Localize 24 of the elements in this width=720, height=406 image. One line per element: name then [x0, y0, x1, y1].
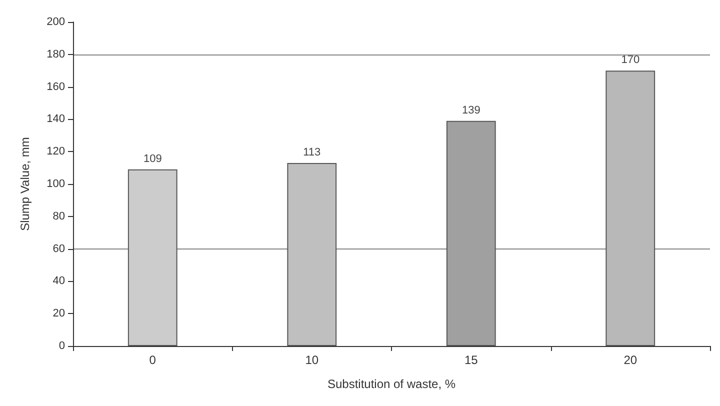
data-label: 109 [143, 152, 162, 165]
y-tick-label: 120 [46, 146, 65, 158]
data-label: 170 [621, 54, 640, 66]
x-tick-label: 20 [624, 353, 638, 367]
y-axis-title: Slump Value, mm [18, 137, 32, 231]
data-label: 113 [303, 146, 321, 158]
x-axis-title: Substitution of waste, % [327, 377, 456, 391]
bar [287, 162, 337, 346]
y-tick-label: 200 [46, 16, 65, 28]
bar [606, 70, 656, 346]
y-tick-label: 0 [58, 340, 65, 352]
y-tick-label: 40 [52, 275, 65, 288]
x-tick-label: 15 [464, 353, 478, 367]
x-tick-label: 10 [305, 353, 319, 367]
data-label: 139 [462, 104, 480, 116]
x-tick-label: 0 [149, 353, 156, 367]
y-tick-label: 20 [52, 308, 65, 320]
y-tick-label: 100 [46, 178, 65, 190]
y-tick-label: 160 [46, 80, 65, 93]
y-tick-label: 180 [46, 48, 65, 60]
bar [128, 169, 178, 346]
y-tick-label: 140 [46, 113, 65, 126]
y-tick-label: 60 [52, 242, 65, 255]
y-tick-label: 80 [52, 210, 65, 222]
